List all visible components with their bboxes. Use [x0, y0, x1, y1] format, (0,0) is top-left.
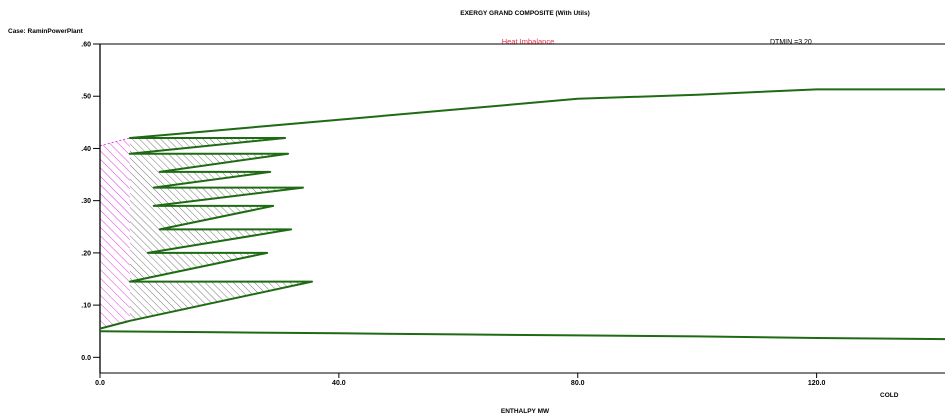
cold-label: COLD [880, 392, 899, 399]
x-tick-label: 120.0 [808, 380, 826, 387]
y-tick-label: .60 [81, 42, 91, 49]
x-tick-label: 40.0 [332, 380, 346, 387]
dtmin-label: DTMIN =3.20 [770, 39, 812, 46]
x-axis-label: ENTHALPY MW [501, 408, 550, 415]
case-label: Case: RaminPowerPlant [8, 28, 84, 35]
y-tick-label: .50 [81, 94, 91, 101]
x-tick-label: 80.0 [571, 380, 585, 387]
y-tick-label: .10 [81, 303, 91, 310]
heat-imbalance-label: Heat Imbalance [502, 37, 555, 46]
y-tick-label: 0.0 [81, 355, 91, 362]
exergy-hot-curve [99, 88, 945, 330]
x-tick-label: 0.0 [95, 380, 105, 387]
axes: 0.0 .10 .20 .30 .40 .50 .60 0.0 40.0 80.0 120.0 [81, 42, 945, 387]
shaded-regions [99, 137, 312, 329]
y-tick-label: .40 [81, 146, 91, 153]
heat-imbalance-edge [99, 137, 130, 147]
series-lines [99, 88, 946, 341]
y-tick-label: .20 [81, 250, 91, 257]
chart-title: EXERGY GRAND COMPOSITE (With Utils) [460, 10, 589, 17]
y-tick-label: .30 [81, 198, 91, 205]
heat-imbalance-region [100, 138, 130, 329]
exergy-cold-curve [99, 330, 946, 341]
